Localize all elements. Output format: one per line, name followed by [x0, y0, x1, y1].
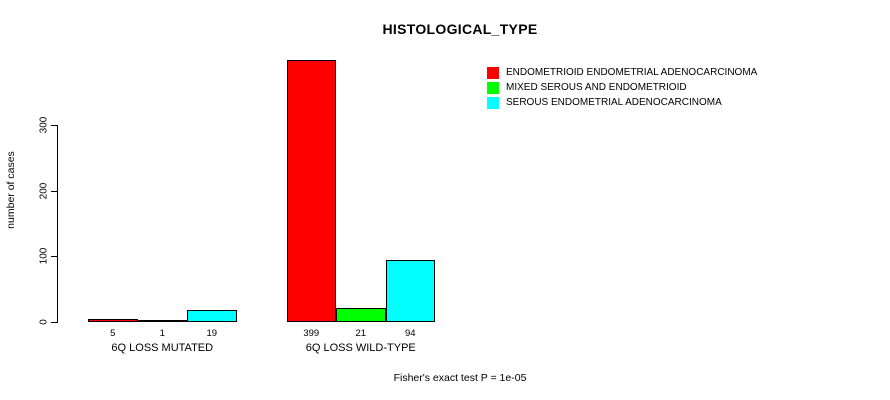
legend-swatch: [487, 96, 499, 109]
y-axis-tick-label: 200: [38, 182, 50, 199]
legend-item: SEROUS ENDOMETRIAL ADENOCARCINOMA: [487, 95, 757, 110]
bar: [88, 318, 138, 322]
annotation-text: Fisher's exact test P = 1e-05: [393, 372, 527, 384]
category-label: 6Q LOSS MUTATED: [111, 342, 214, 354]
bar: [187, 309, 237, 322]
y-axis-tick: [51, 256, 57, 258]
bar-value-label: 5: [110, 328, 116, 339]
bar-value-label: 19: [206, 328, 218, 339]
legend-item: MIXED SEROUS AND ENDOMETRIOID: [487, 80, 757, 95]
legend-swatch: [487, 81, 499, 94]
bar: [286, 59, 336, 322]
bar: [137, 320, 187, 322]
y-axis-tick-label: 300: [38, 116, 50, 134]
y-axis-tick-label: 0: [38, 319, 50, 325]
y-axis-tick: [51, 322, 57, 323]
category-label: 6Q LOSS WILD-TYPE: [305, 342, 416, 354]
legend-swatch: [487, 66, 499, 79]
legend-item: ENDOMETRIOID ENDOMETRIAL ADENOCARCINOMA: [487, 65, 757, 80]
bar: [385, 260, 435, 322]
y-axis-tick: [51, 190, 57, 192]
bar-value-label: 21: [355, 328, 367, 339]
bar: [336, 308, 386, 322]
legend-label: ENDOMETRIOID ENDOMETRIAL ADENOCARCINOMA: [506, 67, 758, 78]
y-axis-tick-label: 100: [38, 247, 50, 265]
bar-value-label: 94: [404, 328, 416, 339]
legend-label: MIXED SEROUS AND ENDOMETRIOID: [506, 82, 687, 93]
legend: ENDOMETRIOID ENDOMETRIAL ADENOCARCINOMA M…: [487, 65, 757, 110]
bar-value-label: 1: [159, 328, 165, 339]
y-axis-tick: [51, 124, 57, 126]
chart-title: HISTOLOGICAL_TYPE: [382, 21, 538, 37]
bar-value-label: 399: [303, 328, 320, 339]
legend-label: SEROUS ENDOMETRIAL ADENOCARCINOMA: [506, 97, 722, 108]
y-axis-line: [57, 124, 58, 323]
